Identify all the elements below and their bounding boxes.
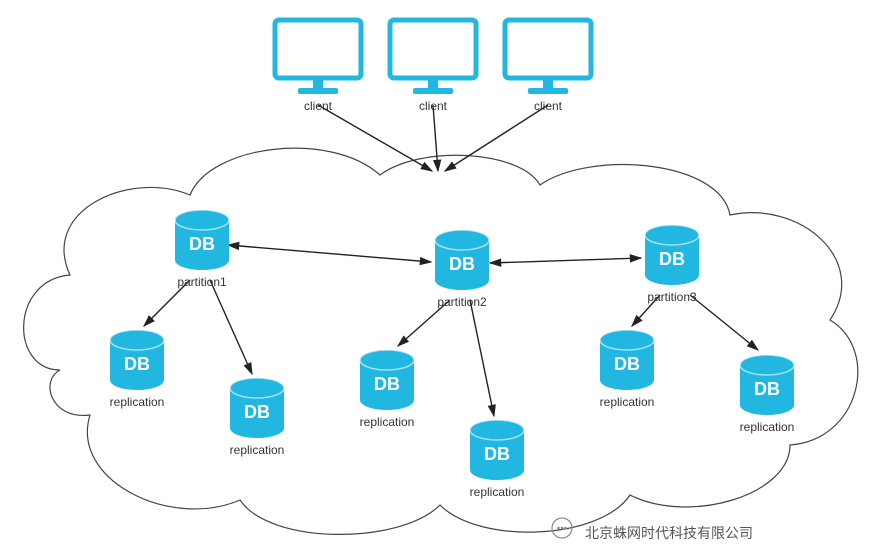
monitor-neck-icon bbox=[428, 78, 438, 88]
database-node: DB replication bbox=[740, 355, 795, 434]
database-node: DB replication bbox=[110, 330, 165, 409]
connection-arrow bbox=[228, 245, 431, 262]
client-monitor: client bbox=[275, 20, 361, 113]
client-label: client bbox=[419, 99, 448, 113]
monitor-frame-icon bbox=[390, 20, 476, 78]
database-caption: replication bbox=[470, 485, 525, 499]
database-node: DB replication bbox=[600, 330, 655, 409]
connection-arrow bbox=[318, 105, 432, 171]
database-caption: replication bbox=[600, 395, 655, 409]
monitor-base-icon bbox=[528, 88, 568, 94]
database-top-icon bbox=[435, 230, 489, 250]
monitor-frame-icon bbox=[275, 20, 361, 78]
database-caption: replication bbox=[360, 415, 415, 429]
database-label: DB bbox=[449, 254, 475, 274]
client-label: client bbox=[304, 99, 333, 113]
database-top-icon bbox=[645, 225, 699, 245]
watermark-text: 北京蛛网时代科技有限公司 bbox=[585, 525, 753, 541]
database-node: DB partition2 bbox=[435, 230, 489, 309]
database-label: DB bbox=[659, 249, 685, 269]
database-node: DB partition1 bbox=[175, 210, 229, 289]
database-top-icon bbox=[175, 210, 229, 230]
monitor-neck-icon bbox=[543, 78, 553, 88]
database-label: DB bbox=[484, 444, 510, 464]
database-label: DB bbox=[374, 374, 400, 394]
database-caption: replication bbox=[110, 395, 165, 409]
database-label: DB bbox=[244, 402, 270, 422]
diagram-canvas: client client client DB partition1 DB partiti… bbox=[0, 0, 885, 557]
database-node: DB replication bbox=[230, 378, 285, 457]
connection-arrow bbox=[433, 105, 438, 171]
connection-arrow bbox=[210, 280, 252, 374]
monitor-neck-icon bbox=[313, 78, 323, 88]
database-top-icon bbox=[740, 355, 794, 375]
database-label: DB bbox=[189, 234, 215, 254]
client-monitor: client bbox=[505, 20, 591, 113]
clients-layer: client client client bbox=[275, 20, 591, 113]
client-label: client bbox=[534, 99, 563, 113]
database-label: DB bbox=[124, 354, 150, 374]
database-caption: partition1 bbox=[177, 275, 227, 289]
database-caption: partition2 bbox=[437, 295, 487, 309]
database-label: DB bbox=[614, 354, 640, 374]
database-caption: partition3 bbox=[647, 290, 697, 304]
monitor-base-icon bbox=[413, 88, 453, 94]
watermark: 北京蛛网时代科技有限公司 bbox=[552, 518, 753, 541]
connection-arrow bbox=[690, 295, 758, 350]
monitor-frame-icon bbox=[505, 20, 591, 78]
database-node: DB partition3 bbox=[645, 225, 699, 304]
database-top-icon bbox=[470, 420, 524, 440]
database-caption: replication bbox=[740, 420, 795, 434]
monitor-base-icon bbox=[298, 88, 338, 94]
connection-arrow bbox=[445, 105, 548, 171]
databases-layer: DB partition1 DB partition2 DB partition3 DB re… bbox=[110, 210, 795, 499]
database-top-icon bbox=[360, 350, 414, 370]
client-monitor: client bbox=[390, 20, 476, 113]
connection-arrow bbox=[470, 300, 494, 416]
connection-arrow bbox=[490, 258, 641, 263]
database-node: DB replication bbox=[360, 350, 415, 429]
database-top-icon bbox=[600, 330, 654, 350]
database-label: DB bbox=[754, 379, 780, 399]
database-top-icon bbox=[230, 378, 284, 398]
database-caption: replication bbox=[230, 443, 285, 457]
database-node: DB replication bbox=[470, 420, 525, 499]
database-top-icon bbox=[110, 330, 164, 350]
